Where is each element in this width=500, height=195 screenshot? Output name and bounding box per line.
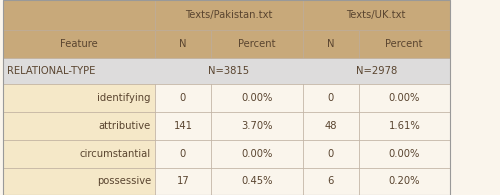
Bar [211, 140, 302, 168]
Text: Percent: Percent [386, 39, 423, 49]
Text: 1.61%: 1.61% [388, 121, 420, 131]
Text: 0.00%: 0.00% [241, 149, 272, 159]
Text: 17: 17 [176, 176, 190, 186]
Text: 6: 6 [328, 176, 334, 186]
Bar [302, 30, 358, 58]
Text: 48: 48 [324, 121, 337, 131]
Text: RELATIONAL-TYPE: RELATIONAL-TYPE [6, 66, 95, 76]
Bar [2, 84, 155, 112]
Text: 0.00%: 0.00% [388, 149, 420, 159]
Bar [358, 168, 450, 195]
Bar [155, 112, 211, 140]
Bar [155, 0, 302, 30]
Bar [2, 140, 155, 168]
Bar [358, 84, 450, 112]
Text: attributive: attributive [99, 121, 151, 131]
Bar [211, 84, 302, 112]
Text: N=3815: N=3815 [208, 66, 250, 76]
Bar [302, 0, 450, 30]
Text: 0.45%: 0.45% [241, 176, 272, 186]
Text: 0: 0 [180, 93, 186, 103]
Text: identifying: identifying [98, 93, 151, 103]
Bar [358, 140, 450, 168]
Text: Percent: Percent [238, 39, 276, 49]
Text: 0: 0 [328, 149, 334, 159]
Bar [211, 30, 302, 58]
Bar [155, 168, 211, 195]
Text: 0: 0 [328, 93, 334, 103]
Text: 0.00%: 0.00% [388, 93, 420, 103]
Bar [2, 0, 155, 30]
Bar [302, 140, 358, 168]
Bar [155, 84, 211, 112]
Text: N: N [327, 39, 334, 49]
Bar [155, 30, 211, 58]
Bar [302, 112, 358, 140]
Text: possessive: possessive [97, 176, 151, 186]
Bar [2, 0, 450, 195]
Text: Feature: Feature [60, 39, 98, 49]
Bar [211, 168, 302, 195]
Text: 0: 0 [180, 149, 186, 159]
Bar [211, 112, 302, 140]
Text: 0.00%: 0.00% [241, 93, 272, 103]
Text: Texts/UK.txt: Texts/UK.txt [346, 10, 406, 20]
Bar [2, 112, 155, 140]
Bar [302, 168, 358, 195]
Bar [358, 30, 450, 58]
Text: N: N [179, 39, 187, 49]
Text: Texts/Pakistan.txt: Texts/Pakistan.txt [185, 10, 272, 20]
Text: 141: 141 [174, 121, 193, 131]
Bar [155, 140, 211, 168]
Bar [302, 84, 358, 112]
Bar [2, 30, 155, 58]
Text: circumstantial: circumstantial [80, 149, 151, 159]
Text: 0.20%: 0.20% [388, 176, 420, 186]
Text: 3.70%: 3.70% [241, 121, 272, 131]
Bar [358, 112, 450, 140]
Bar [2, 58, 450, 84]
Text: N=2978: N=2978 [356, 66, 397, 76]
Bar [2, 168, 155, 195]
